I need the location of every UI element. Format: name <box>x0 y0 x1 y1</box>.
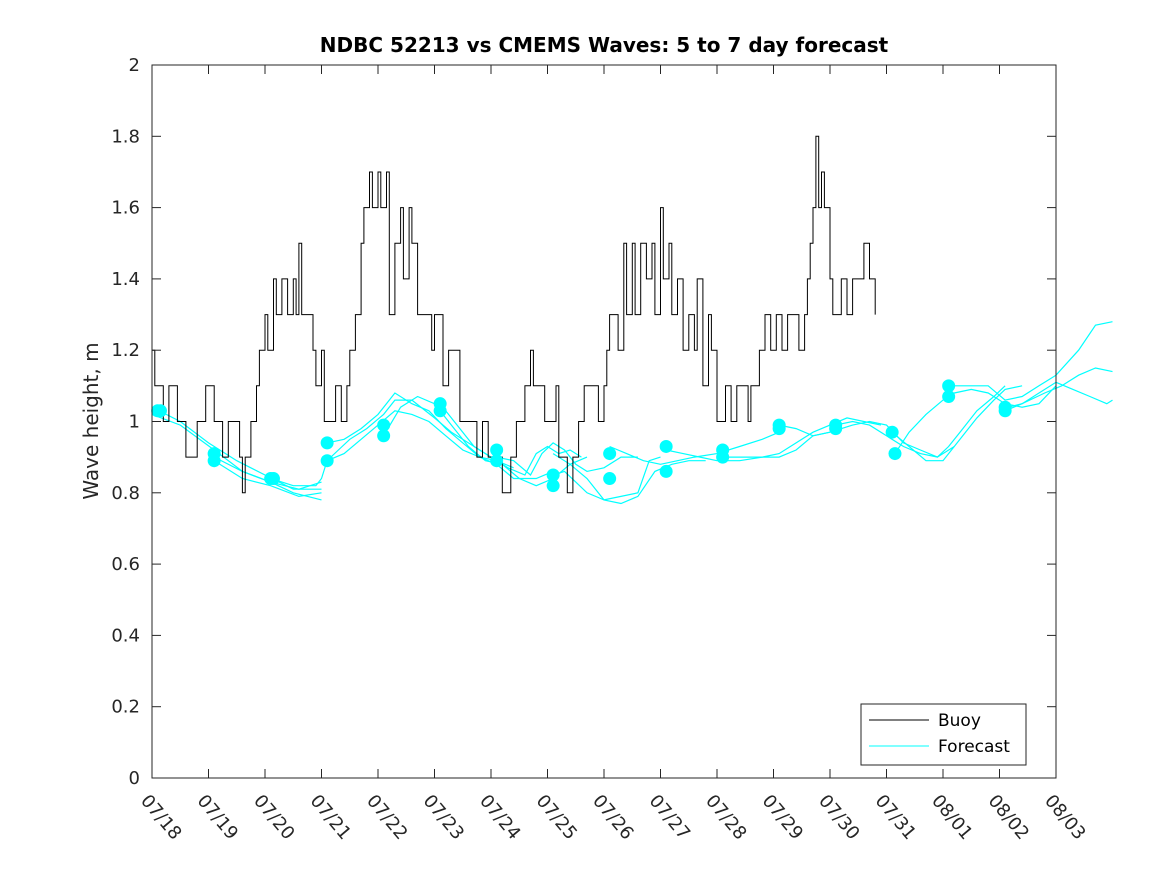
forecast-marker <box>942 379 956 393</box>
forecast-marker <box>266 472 280 486</box>
forecast-line <box>609 431 780 465</box>
y-tick-label: 1.8 <box>111 126 140 147</box>
y-tick-label: 0.6 <box>111 554 140 575</box>
y-tick-label: 0.4 <box>111 625 140 646</box>
chart-title: NDBC 52213 vs CMEMS Waves: 5 to 7 day fo… <box>320 33 889 57</box>
forecast-marker <box>546 468 560 482</box>
forecast-line <box>948 321 1113 401</box>
forecast-marker <box>888 447 902 461</box>
forecast-line <box>835 385 1006 458</box>
x-tick-label: 07/19 <box>193 791 242 844</box>
forecast-marker <box>490 443 504 457</box>
forecast-marker <box>659 439 673 453</box>
x-tick-label: 07/20 <box>249 791 298 844</box>
buoy-line <box>152 135 876 494</box>
forecast-marker <box>603 447 617 461</box>
x-tick-label: 07/24 <box>475 791 524 844</box>
x-tick-label: 08/02 <box>984 791 1033 844</box>
forecast-marker <box>829 422 843 436</box>
forecast-marker <box>659 464 673 478</box>
x-tick-label: 07/28 <box>701 791 750 844</box>
y-tick-label: 1.2 <box>111 340 140 361</box>
forecast-marker <box>377 429 391 443</box>
forecast-marker <box>320 436 334 450</box>
y-tick-label: 1.6 <box>111 198 140 219</box>
x-tick-label: 07/18 <box>136 791 185 844</box>
forecast-line <box>213 460 322 498</box>
forecast-marker <box>490 454 504 468</box>
forecast-marker <box>716 450 730 464</box>
forecast-marker <box>942 390 956 404</box>
forecast-line <box>496 442 638 476</box>
forecast-marker <box>772 422 786 436</box>
legend: Buoy Forecast <box>860 703 1027 766</box>
forecast-marker <box>546 479 560 493</box>
forecast-marker <box>377 418 391 432</box>
x-tick-label: 08/03 <box>1040 791 1089 844</box>
x-tick-label: 07/27 <box>645 791 694 844</box>
y-tick-label: 0 <box>129 768 140 789</box>
series-layer <box>151 135 1113 505</box>
forecast-line <box>891 385 1023 462</box>
x-tick-label: 07/25 <box>532 791 581 844</box>
legend-label-buoy: Buoy <box>938 711 981 731</box>
y-tick-label: 1.4 <box>111 269 140 290</box>
forecast-line <box>722 417 882 458</box>
x-tick-label: 07/21 <box>306 791 355 844</box>
y-tick-label: 0.2 <box>111 697 140 718</box>
forecast-line <box>778 420 955 458</box>
x-tick-label: 07/26 <box>588 791 637 844</box>
forecast-line <box>894 385 1057 454</box>
legend-label-forecast: Forecast <box>938 737 1010 757</box>
y-tick-label: 2 <box>129 55 140 76</box>
forecast-marker <box>433 404 447 418</box>
forecast-marker-layer <box>151 379 1012 493</box>
forecast-marker <box>998 404 1012 418</box>
forecast-line <box>1007 367 1113 408</box>
forecast-line <box>665 431 831 462</box>
y-tick-label: 1 <box>129 412 140 433</box>
x-tick-label: 07/31 <box>871 791 920 844</box>
forecast-marker <box>320 454 334 468</box>
legend-box <box>860 703 1027 766</box>
x-tick-label: 08/01 <box>927 791 976 844</box>
forecast-line <box>439 403 582 476</box>
forecast-marker <box>885 425 899 439</box>
forecast-marker <box>603 472 617 486</box>
x-tick-label: 07/22 <box>362 791 411 844</box>
forecast-line <box>552 453 706 505</box>
x-tick-label: 07/29 <box>758 791 807 844</box>
y-tick-label: 0.8 <box>111 483 140 504</box>
x-tick-label: 07/30 <box>814 791 863 844</box>
y-axis-ticks: 0 0.2 0.4 0.6 0.8 1 1.2 1.4 1.6 1.8 2 <box>111 55 1056 789</box>
forecast-line <box>270 399 497 487</box>
forecast-marker <box>207 454 221 468</box>
forecast-marker <box>153 404 167 418</box>
y-axis-title: Wave height, m <box>79 342 103 499</box>
x-tick-label: 07/23 <box>419 791 468 844</box>
